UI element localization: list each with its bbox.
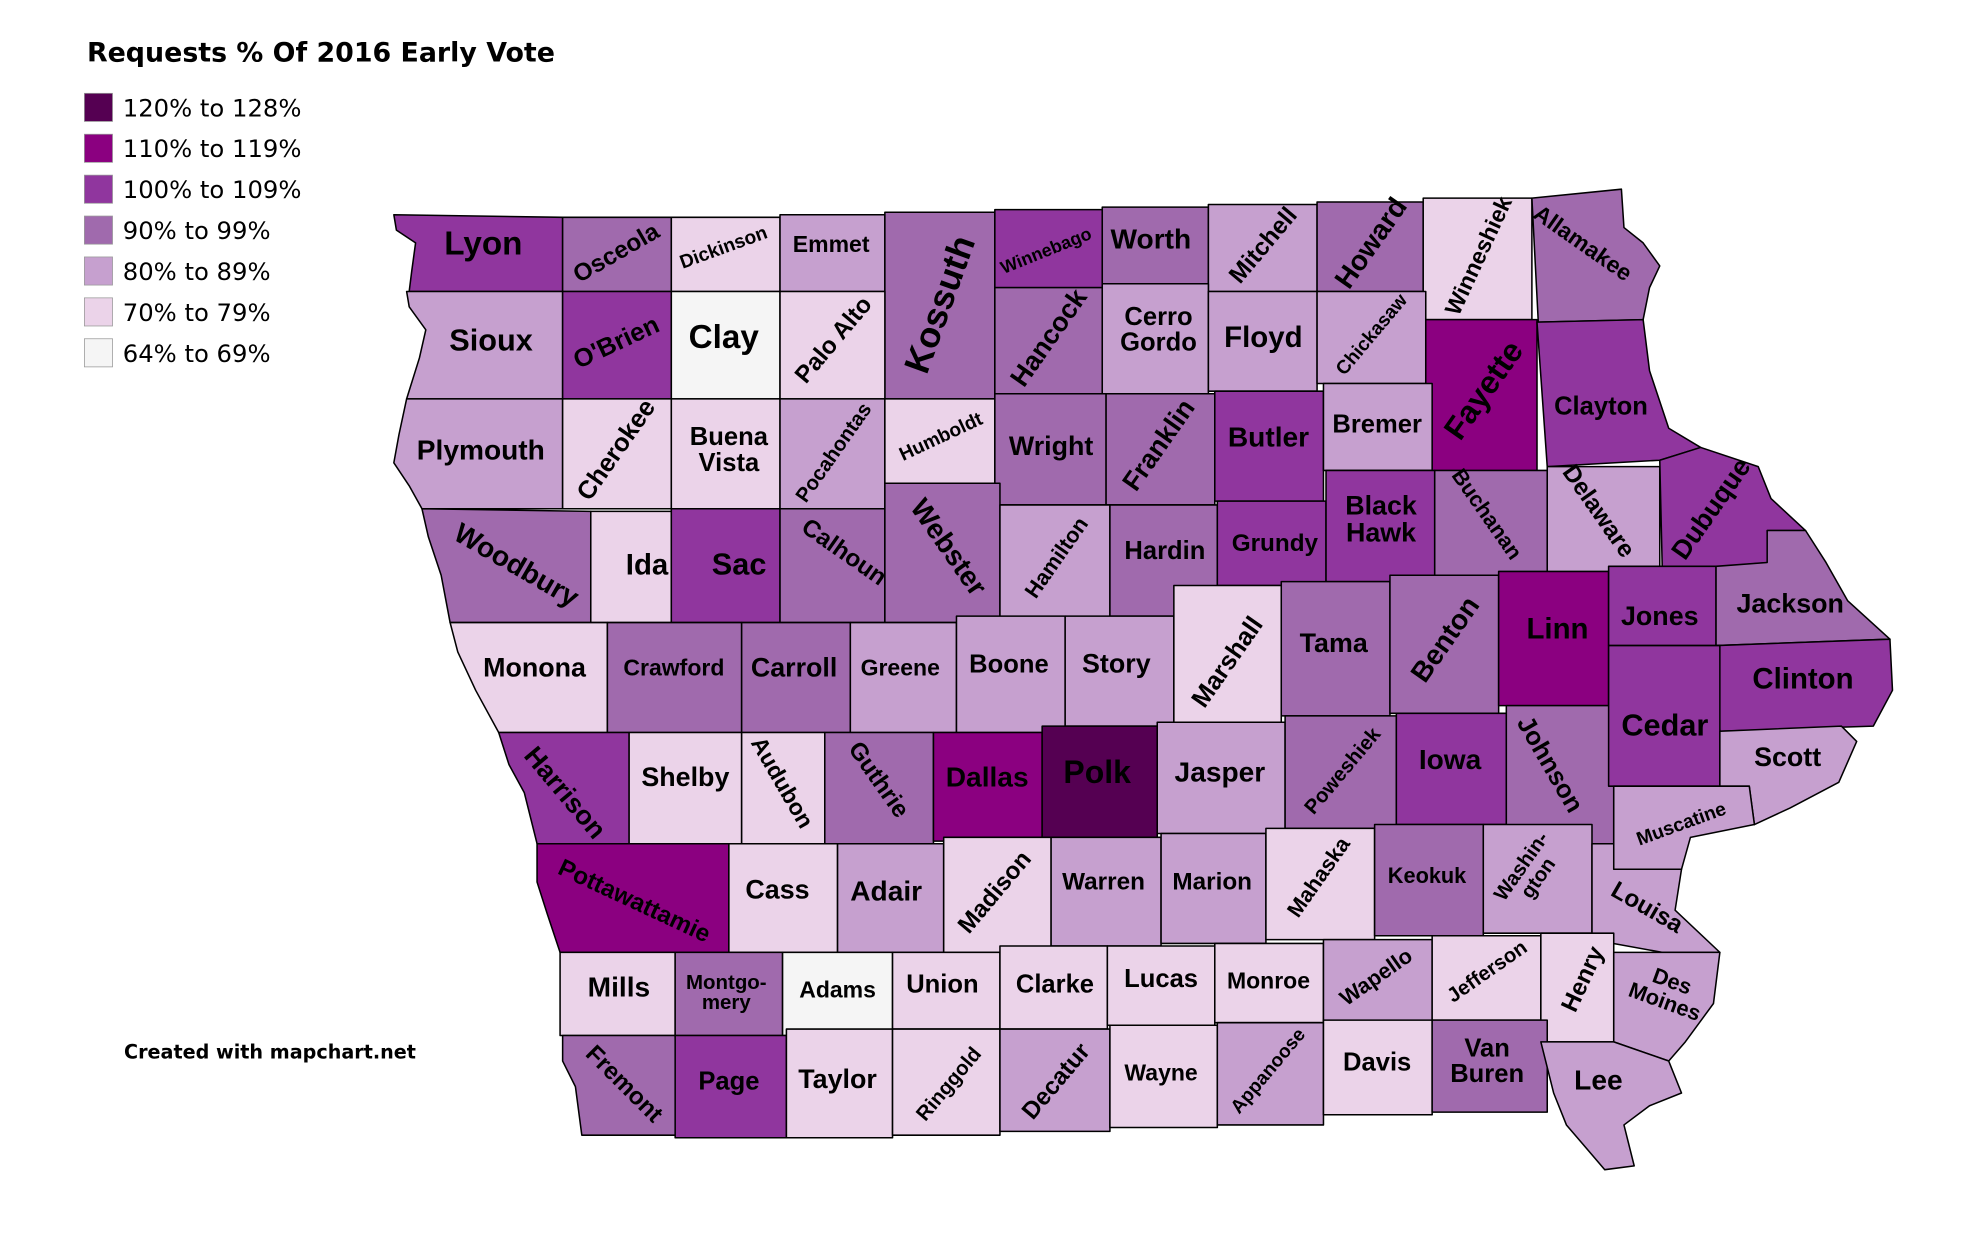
county-label-line: Cerro (1124, 303, 1192, 331)
county-davis[interactable] (1322, 1019, 1433, 1116)
county-label-line: Gordo (1120, 329, 1197, 357)
county-label-line: Vista (699, 449, 760, 477)
county-label-sioux: Sioux (449, 323, 533, 358)
legend-label: 100% to 109% (123, 175, 302, 204)
county-label-mills: Mills (588, 971, 650, 1002)
county-label-keokuk: Keokuk (1388, 863, 1467, 888)
county-ringgold[interactable] (891, 1028, 1001, 1136)
county-label-carroll: Carroll (751, 652, 837, 682)
county-decatur[interactable] (999, 1028, 1111, 1133)
county-label-floyd: Floyd (1224, 321, 1302, 354)
county-label-line: Buren (1450, 1060, 1524, 1088)
counties-layer (393, 188, 1894, 1171)
county-label-grundy: Grundy (1232, 530, 1319, 557)
county-label-clarke: Clarke (1016, 970, 1094, 998)
county-label-line: Montgo- (686, 970, 767, 993)
county-label-lucas: Lucas (1124, 965, 1198, 993)
county-label-cedar: Cedar (1621, 707, 1708, 742)
county-label-tama: Tama (1300, 628, 1369, 658)
county-label-dallas: Dallas (946, 762, 1029, 793)
county-label-line: Hawk (1346, 517, 1416, 547)
county-label-warren: Warren (1062, 869, 1145, 896)
legend: 120% to 128% 110% to 119% 100% to 109% 90% … (84, 92, 302, 368)
county-clayton[interactable] (1536, 318, 1702, 468)
legend-swatch-80-to-89- (84, 256, 113, 286)
county-label-bremer: Bremer (1332, 410, 1422, 438)
legend-swatch-120-to-128- (84, 92, 113, 122)
county-label-iowa: Iowa (1419, 744, 1482, 775)
county-louisa[interactable] (1591, 842, 1721, 954)
county-label-boone: Boone (969, 651, 1049, 679)
county-label-line: Buena (690, 423, 769, 451)
county-label-lee: Lee (1574, 1065, 1622, 1096)
county-label-linn: Linn (1526, 612, 1588, 645)
legend-label: 70% to 79% (123, 298, 271, 327)
county-label-lyon: Lyon (444, 226, 522, 263)
county-label-van-buren: Van Buren (1450, 1034, 1524, 1088)
county-label-ida: Ida (626, 549, 669, 582)
county-label-plymouth: Plymouth (417, 434, 545, 465)
county-label-jackson: Jackson (1736, 588, 1843, 618)
legend-swatch-110-to-119- (84, 133, 113, 163)
county-label-montgomery: Montgo-mery (686, 970, 767, 1013)
legend-swatch-90-to-99- (84, 215, 113, 245)
legend-swatch-100-to-109- (84, 174, 113, 204)
county-label-line: Black (1345, 491, 1417, 521)
county-label-wright: Wright (1009, 431, 1094, 461)
county-label-adair: Adair (850, 876, 922, 907)
county-label-line: Van (1464, 1034, 1509, 1062)
county-lee[interactable] (1540, 1041, 1683, 1171)
map-title: Requests % Of 2016 Early Vote (87, 37, 555, 68)
county-label-marion: Marion (1172, 869, 1252, 896)
legend-label: 64% to 69% (123, 339, 271, 368)
county-label-clayton: Clayton (1554, 393, 1648, 421)
county-label-cass: Cass (745, 875, 809, 905)
county-label-taylor: Taylor (798, 1064, 877, 1094)
county-label-crawford: Crawford (623, 654, 724, 680)
legend-swatch-70-to-79- (84, 297, 113, 327)
county-label-sac: Sac (712, 546, 767, 581)
county-label-wayne: Wayne (1124, 1060, 1197, 1086)
legend-label: 120% to 128% (123, 93, 302, 122)
county-label-emmet: Emmet (793, 231, 870, 257)
county-label-black-hawk: Black Hawk (1345, 491, 1417, 548)
county-label-davis: Davis (1343, 1048, 1411, 1076)
legend-label: 80% to 89% (123, 257, 271, 286)
county-label-clay: Clay (689, 319, 760, 356)
county-label-adams: Adams (799, 976, 876, 1002)
county-label-line: mery (702, 991, 751, 1014)
county-label-jasper: Jasper (1175, 757, 1266, 788)
county-label-clinton: Clinton (1752, 662, 1853, 695)
county-label-greene: Greene (861, 654, 940, 680)
county-label-monroe: Monroe (1227, 967, 1310, 993)
county-appanoose[interactable] (1216, 1021, 1325, 1126)
legend-label: 110% to 119% (123, 134, 302, 163)
county-label-cerro-gordo: Cerro Gordo (1120, 303, 1197, 357)
legend-swatch-64-to-69- (84, 338, 113, 368)
county-label-monona: Monona (483, 652, 587, 682)
county-label-worth: Worth (1110, 224, 1191, 255)
legend-label: 90% to 99% (123, 216, 271, 245)
credit-text: Created with mapchart.net (124, 1040, 416, 1063)
county-label-polk: Polk (1063, 754, 1131, 790)
county-label-butler: Butler (1228, 422, 1309, 453)
county-label-shelby: Shelby (641, 762, 729, 792)
county-van-buren[interactable] (1431, 1019, 1549, 1113)
county-label-story: Story (1082, 648, 1151, 678)
county-wayne[interactable] (1109, 1024, 1219, 1129)
county-label-buena-vista: Buena Vista (690, 423, 769, 477)
county-label-scott: Scott (1754, 742, 1821, 772)
county-label-union: Union (906, 970, 978, 998)
county-label-page: Page (698, 1067, 759, 1095)
county-taylor[interactable] (785, 1028, 894, 1139)
county-label-hardin: Hardin (1124, 537, 1205, 565)
county-label-jones: Jones (1621, 601, 1699, 631)
